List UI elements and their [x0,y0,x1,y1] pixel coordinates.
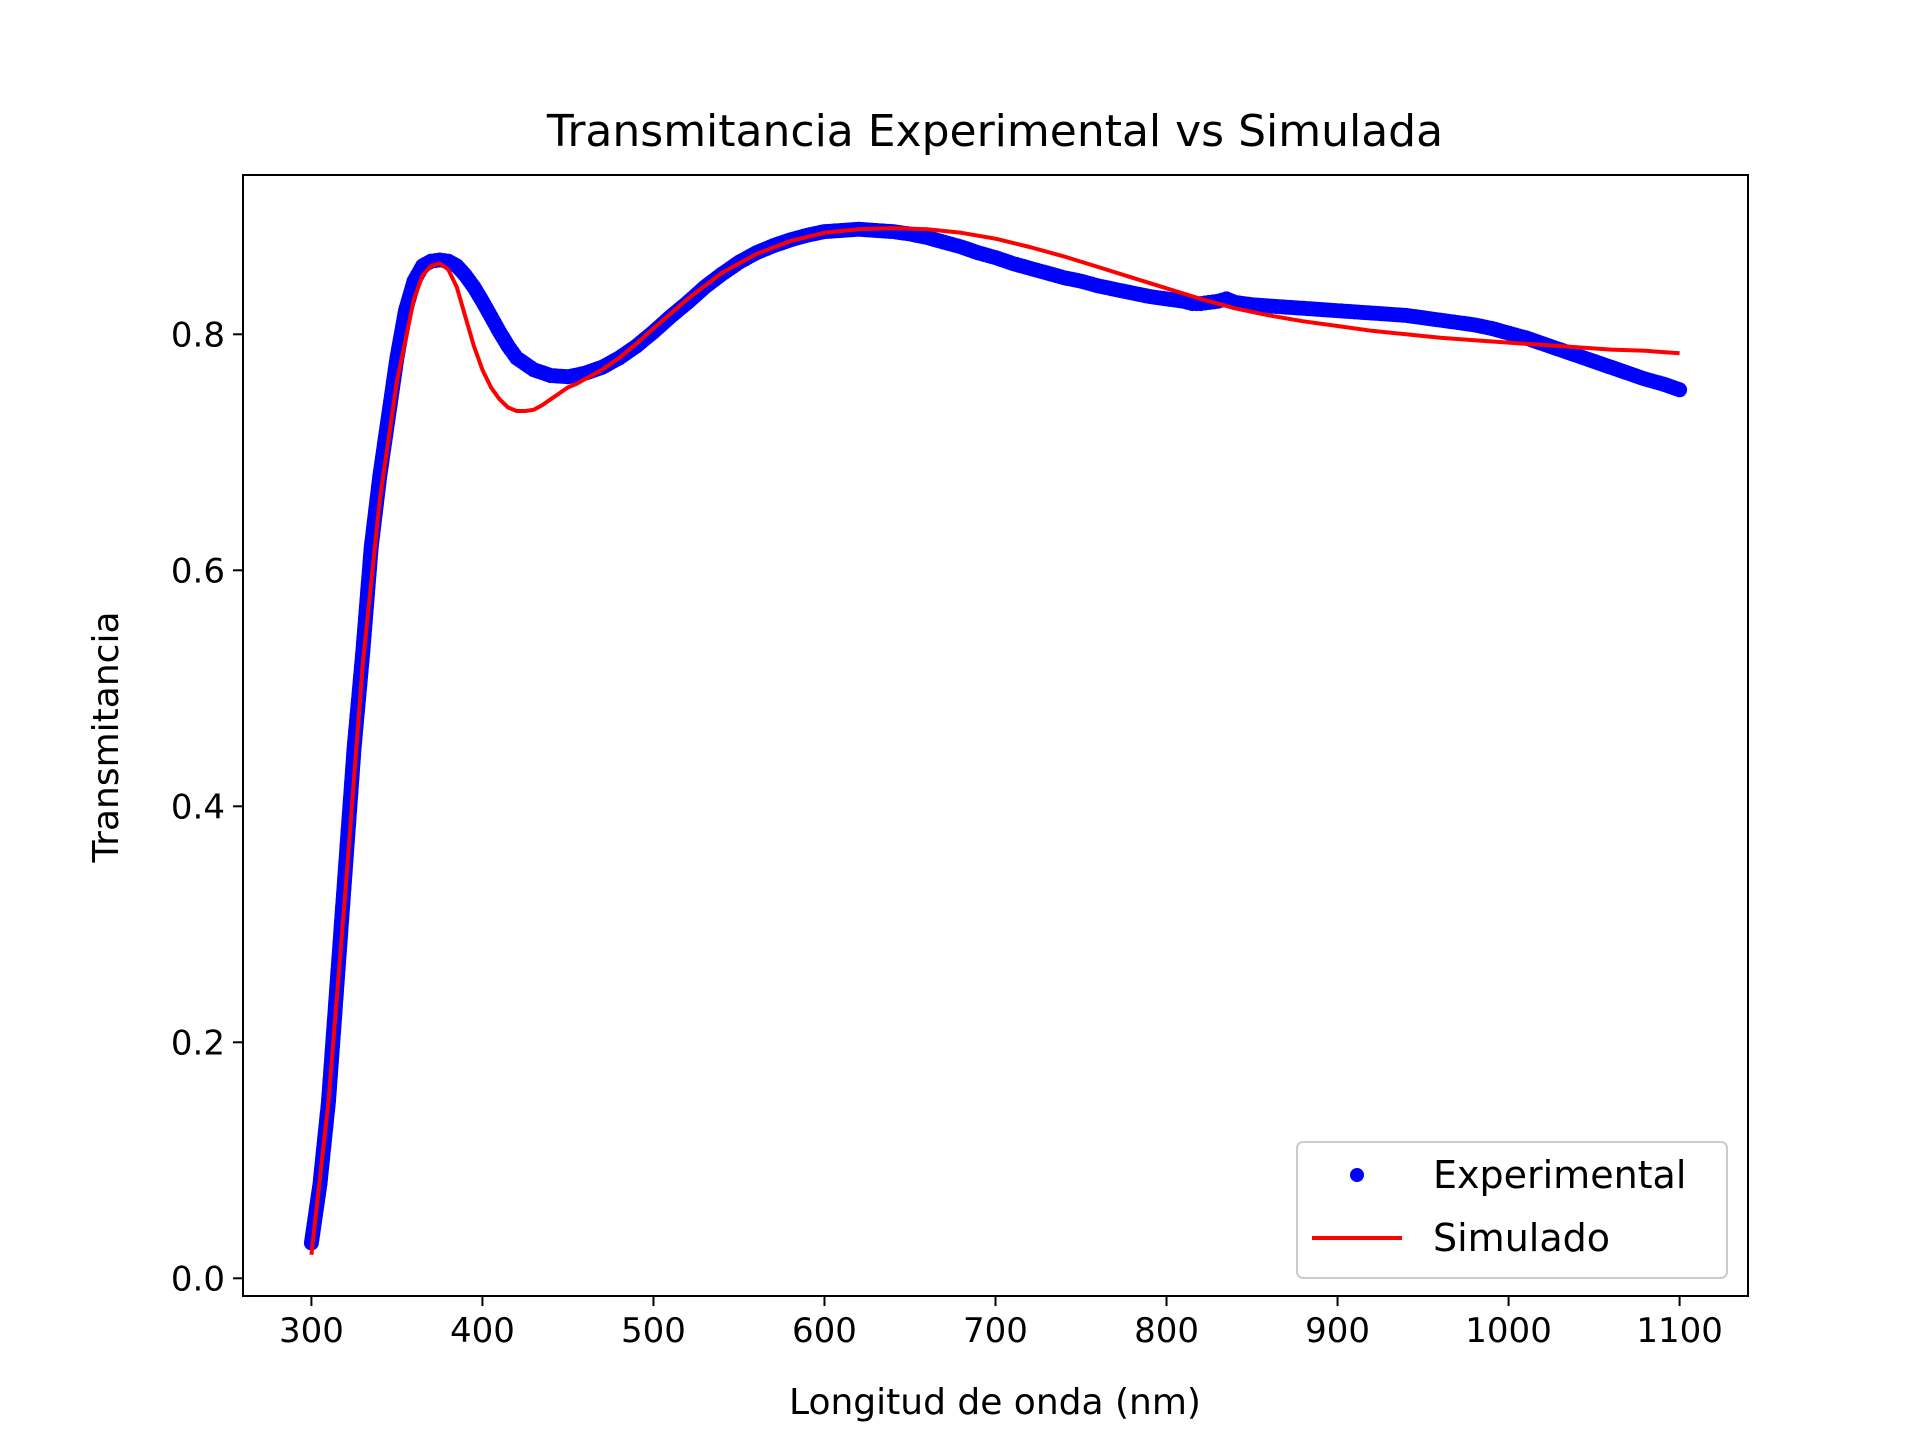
y-tick-label: 0.0 [171,1259,225,1299]
legend: Experimental Simulado [1296,1141,1728,1279]
x-tick-label: 900 [1305,1311,1370,1351]
y-axis-label: Transmitancia [86,611,127,863]
x-tick-label: 1100 [1636,1311,1723,1351]
y-tick-label: 0.4 [171,787,225,827]
chart-title: Transmitancia Experimental vs Simulada [546,106,1443,157]
legend-experimental-marker [1350,1168,1364,1182]
series-simulado-line [309,226,1680,1255]
x-tick-label: 1000 [1465,1311,1552,1351]
x-axis-label: Longitud de onda (nm) [789,1382,1201,1423]
x-tick-label: 300 [279,1311,344,1351]
y-tick-label: 0.2 [171,1023,225,1063]
y-tick-label: 0.8 [171,315,225,355]
legend-simulado-label: Simulado [1433,1216,1610,1260]
axes: 300 400 500 600 700 800 900 1000 1100 0.0 0.2 0.4 0.… [171,174,1749,1351]
experimental-point [1672,382,1688,398]
legend-box [1296,1141,1728,1279]
x-tick-label: 600 [792,1311,857,1351]
x-tick-label: 500 [621,1311,686,1351]
x-tick-label: 400 [450,1311,515,1351]
legend-experimental-label: Experimental [1433,1153,1686,1197]
y-tick-label: 0.6 [171,551,225,591]
x-tick-label: 800 [1134,1311,1199,1351]
plot-area [303,221,1688,1255]
x-tick-label: 700 [963,1311,1028,1351]
